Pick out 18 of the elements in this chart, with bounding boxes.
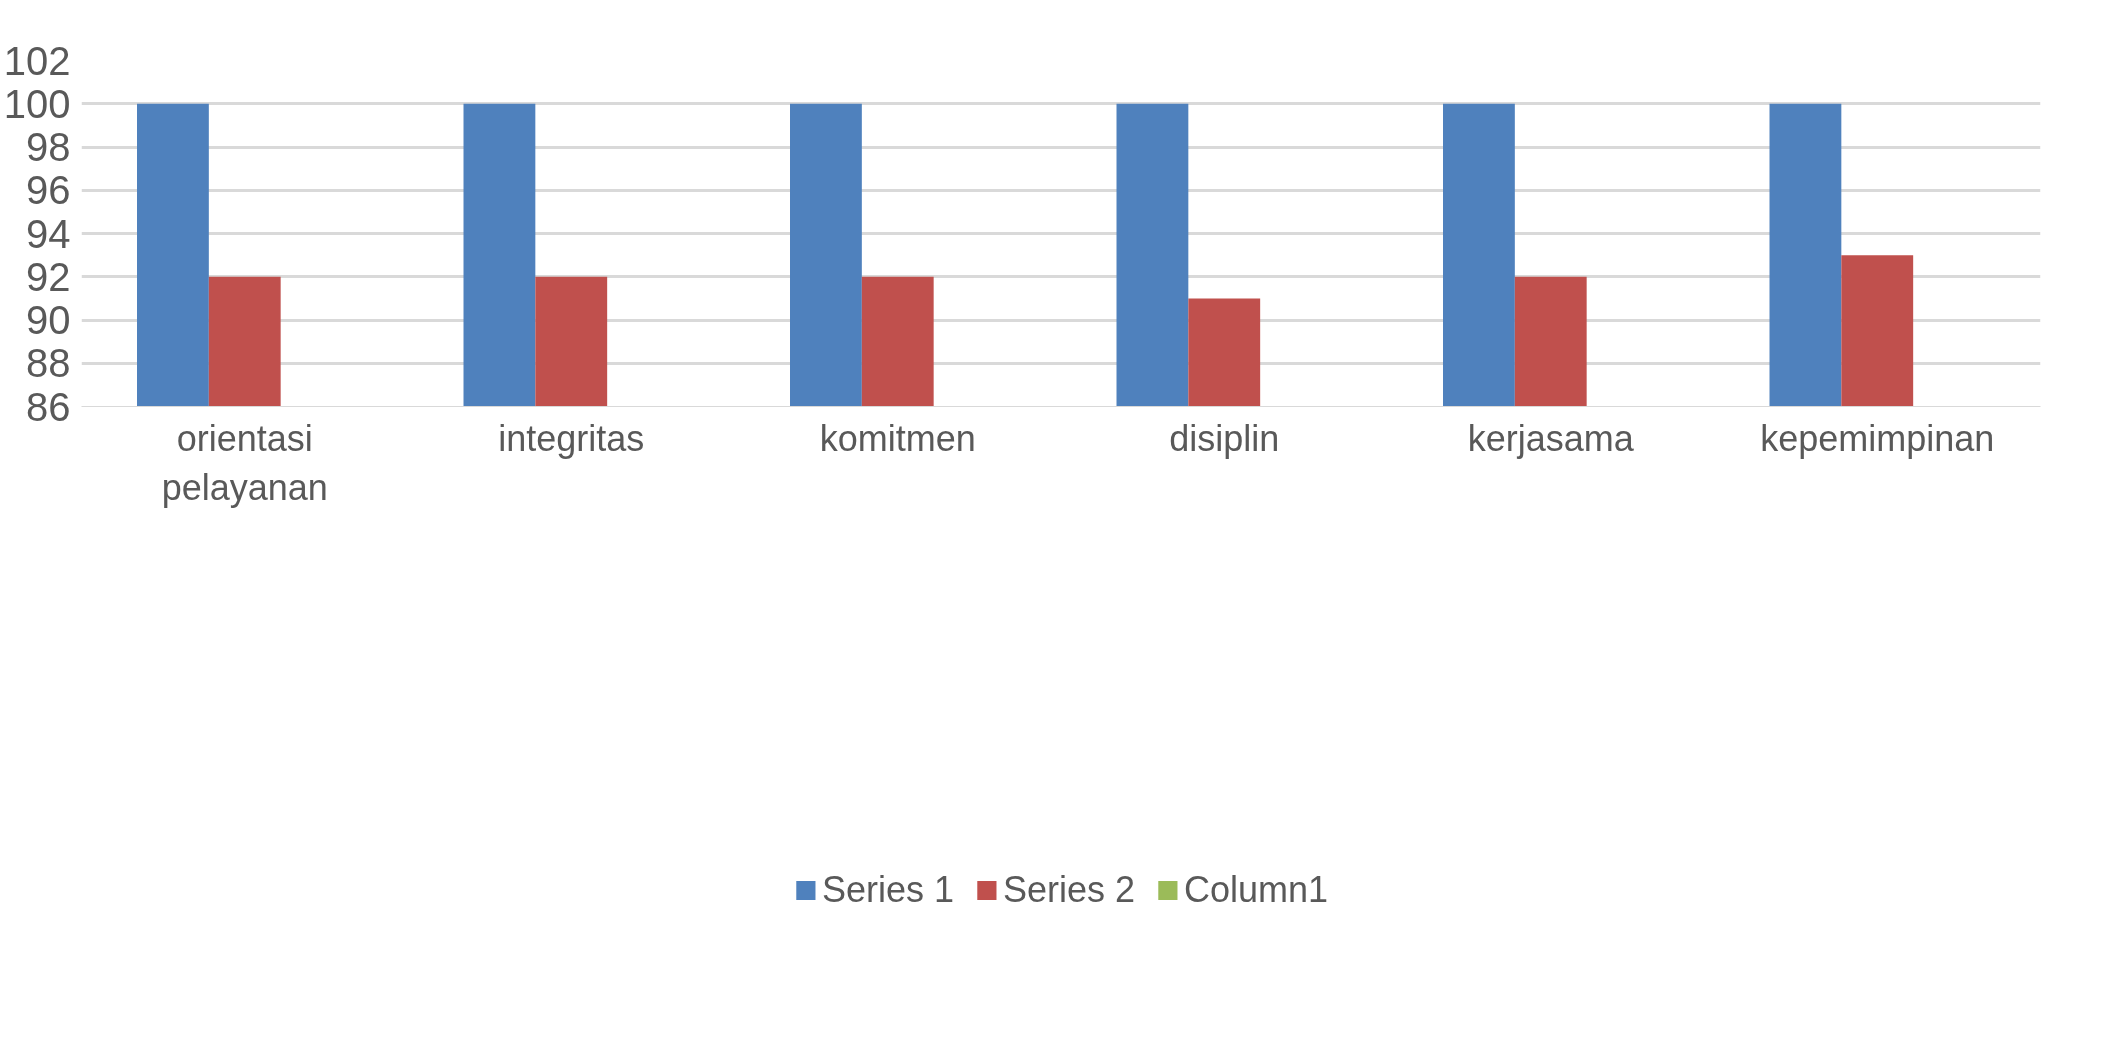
x-tick-label: integritas: [498, 417, 645, 459]
y-tick-label: 102: [3, 38, 71, 83]
legend-label: Series 1: [821, 868, 954, 911]
x-tick-label: kerjasama: [1467, 417, 1635, 459]
y-tick-label: 88: [26, 341, 71, 386]
x-tick-label: orientasi pelayanan: [161, 417, 328, 508]
y-tick-label: 100: [3, 81, 71, 126]
legend-label: Series 2: [1002, 868, 1136, 911]
x-tick-label: disiplin: [1169, 417, 1280, 459]
x-tick-label: komitmen: [819, 417, 976, 459]
y-tick-label: 94: [26, 211, 71, 256]
legend-label: Column1: [1184, 868, 1329, 911]
y-tick-label: 90: [26, 298, 71, 342]
y-tick-label: 98: [26, 125, 71, 169]
y-tick-label: 86: [26, 384, 71, 429]
y-tick-label: 92: [26, 254, 71, 299]
x-tick-label: kepemimpinan: [1760, 417, 1995, 459]
y-tick-label: 96: [26, 168, 71, 213]
